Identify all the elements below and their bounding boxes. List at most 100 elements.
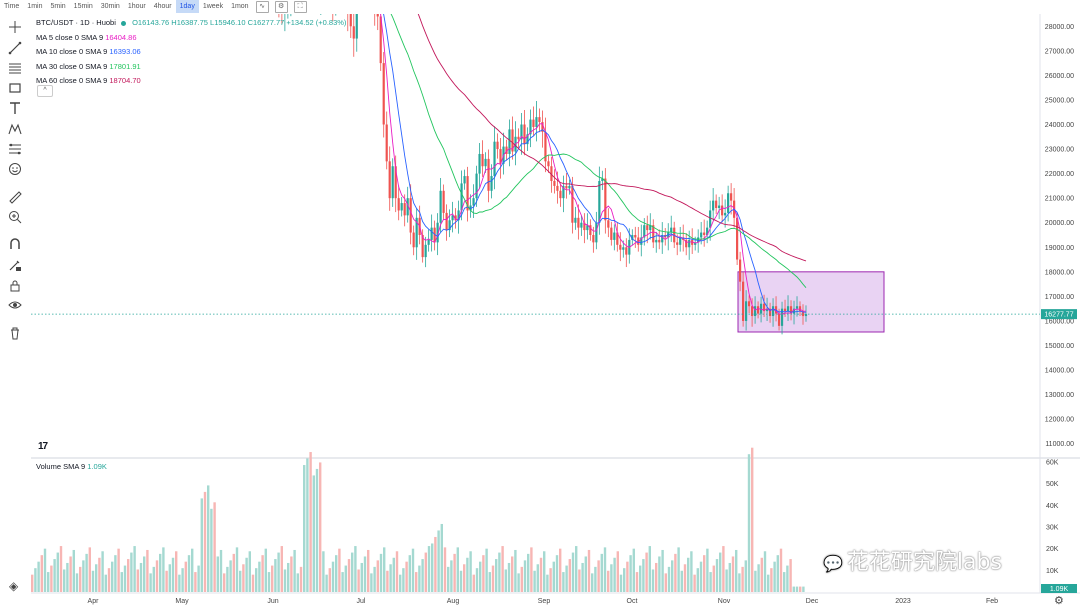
volume-bar	[565, 565, 568, 592]
volume-bar	[165, 570, 168, 592]
candle-body	[607, 220, 610, 228]
last-volume-label: 1.09K	[1050, 586, 1069, 593]
volume-bar	[226, 566, 229, 592]
volume-bar	[527, 553, 530, 592]
symbol-title[interactable]: BTC/USDT · 1D · Huobi	[36, 18, 116, 27]
timeframe-time[interactable]: Time	[4, 3, 20, 10]
candle-body	[771, 306, 775, 317]
volume-bar	[725, 569, 728, 592]
candle-body	[652, 225, 655, 243]
volume-bar	[303, 465, 306, 592]
eye-icon[interactable]	[6, 297, 24, 313]
ma-legend-row[interactable]: MA 5 close 0 SMA 9 16404.86	[36, 31, 346, 46]
volume-bar	[757, 564, 760, 592]
timeframe-1hour[interactable]: 1hour	[127, 3, 146, 10]
volume-bar	[744, 560, 747, 592]
tradingview-logo[interactable]: 17	[38, 441, 48, 452]
volume-tick-label: 40K	[1046, 503, 1059, 510]
candle-body	[559, 190, 562, 199]
volume-bar	[427, 546, 431, 592]
gear-icon[interactable]: ⚙	[274, 0, 288, 13]
candle-body	[376, 14, 379, 17]
highlight-rectangle[interactable]	[737, 271, 885, 333]
timeframe-4hour[interactable]: 4hour	[153, 3, 172, 10]
timeframe-15min[interactable]: 15min	[73, 3, 93, 10]
emoji-icon[interactable]	[6, 161, 24, 177]
volume-bar	[299, 566, 303, 592]
candle-body	[676, 242, 679, 245]
volume-bar	[335, 555, 338, 592]
volume-bar	[578, 569, 581, 592]
volume-bar	[632, 548, 635, 592]
ma-value: 16404.86	[105, 32, 137, 42]
candle-body	[442, 190, 445, 213]
rectangle-icon[interactable]	[6, 80, 24, 96]
candle-body	[718, 205, 721, 208]
volume-bar	[245, 557, 248, 592]
trash-icon[interactable]	[6, 325, 24, 341]
legend-collapse-button[interactable]: ^	[37, 85, 53, 97]
zoom-icon[interactable]	[6, 209, 24, 225]
volume-bar	[191, 548, 194, 592]
volume-bar	[408, 555, 411, 592]
magnet-icon[interactable]	[6, 236, 24, 252]
ma-legend-row[interactable]: MA 30 close 0 SMA 9 17801.91	[36, 60, 346, 75]
candle-body	[646, 225, 649, 231]
timeframe-30min[interactable]: 30min	[100, 3, 120, 10]
volume-bar	[367, 549, 370, 592]
timeframe-1min[interactable]: 1min	[27, 3, 43, 10]
candle-body	[520, 124, 523, 140]
trend-line-icon[interactable]	[6, 40, 24, 56]
candle-body	[538, 117, 541, 123]
ma-legend-row[interactable]: MA 60 close 0 SMA 9 18704.70	[36, 74, 346, 89]
volume-bar	[783, 572, 786, 592]
candle-body	[798, 306, 802, 312]
volume-bar	[610, 564, 613, 592]
ma-label: MA 10 close 0 SMA 9	[36, 47, 108, 56]
candle-body	[284, 7, 286, 14]
chart-settings-gear-icon[interactable]: ⚙	[1054, 595, 1064, 607]
fib-icon[interactable]	[6, 141, 24, 157]
chart-icon[interactable]: ∿	[255, 0, 269, 13]
lock-icon[interactable]	[6, 277, 24, 293]
object-tree-icon[interactable]: ◈	[9, 579, 19, 593]
candle-body	[613, 232, 616, 240]
candle-body	[709, 210, 712, 228]
volume-bar	[63, 569, 66, 592]
volume-tick-label: 60K	[1046, 460, 1059, 467]
price-tick-label: 11000.00	[1045, 441, 1074, 448]
timeframe-1week[interactable]: 1week	[202, 3, 224, 10]
timeframe-1mon[interactable]: 1mon	[231, 3, 249, 10]
horizontal-lines-icon[interactable]	[6, 60, 24, 76]
time-tick-label: May	[175, 598, 189, 605]
timeframe-1day[interactable]: 1day	[175, 0, 199, 13]
volume-bar	[683, 564, 687, 592]
volume-bar	[770, 568, 773, 592]
candle-body	[388, 161, 391, 199]
candle-body	[580, 222, 583, 228]
candle-body	[592, 235, 595, 243]
timeframe-5min[interactable]: 5min	[50, 3, 66, 10]
candle-body	[655, 239, 658, 243]
ma-legend-row[interactable]: MA 10 close 0 SMA 9 16393.06	[36, 45, 346, 60]
volume-bar	[389, 564, 392, 592]
pattern-icon[interactable]	[6, 121, 24, 137]
candle-body	[499, 149, 502, 164]
volume-bar	[91, 570, 95, 592]
volume-bar	[242, 564, 245, 592]
price-tick-label: 20000.00	[1045, 220, 1074, 227]
volume-bar	[66, 562, 69, 592]
candle-body	[622, 247, 625, 250]
volume-bar	[88, 547, 91, 592]
volume-bar	[40, 555, 43, 592]
fullscreen-icon[interactable]: ⛶	[293, 0, 307, 13]
lock-drawing-icon[interactable]	[6, 257, 24, 273]
volume-bar	[514, 549, 517, 592]
text-icon[interactable]	[6, 100, 24, 116]
volume-bar	[213, 502, 216, 592]
candle-body	[777, 313, 781, 326]
volume-bar	[571, 552, 575, 592]
crosshair-icon[interactable]	[6, 19, 24, 35]
ruler-icon[interactable]	[6, 189, 24, 205]
